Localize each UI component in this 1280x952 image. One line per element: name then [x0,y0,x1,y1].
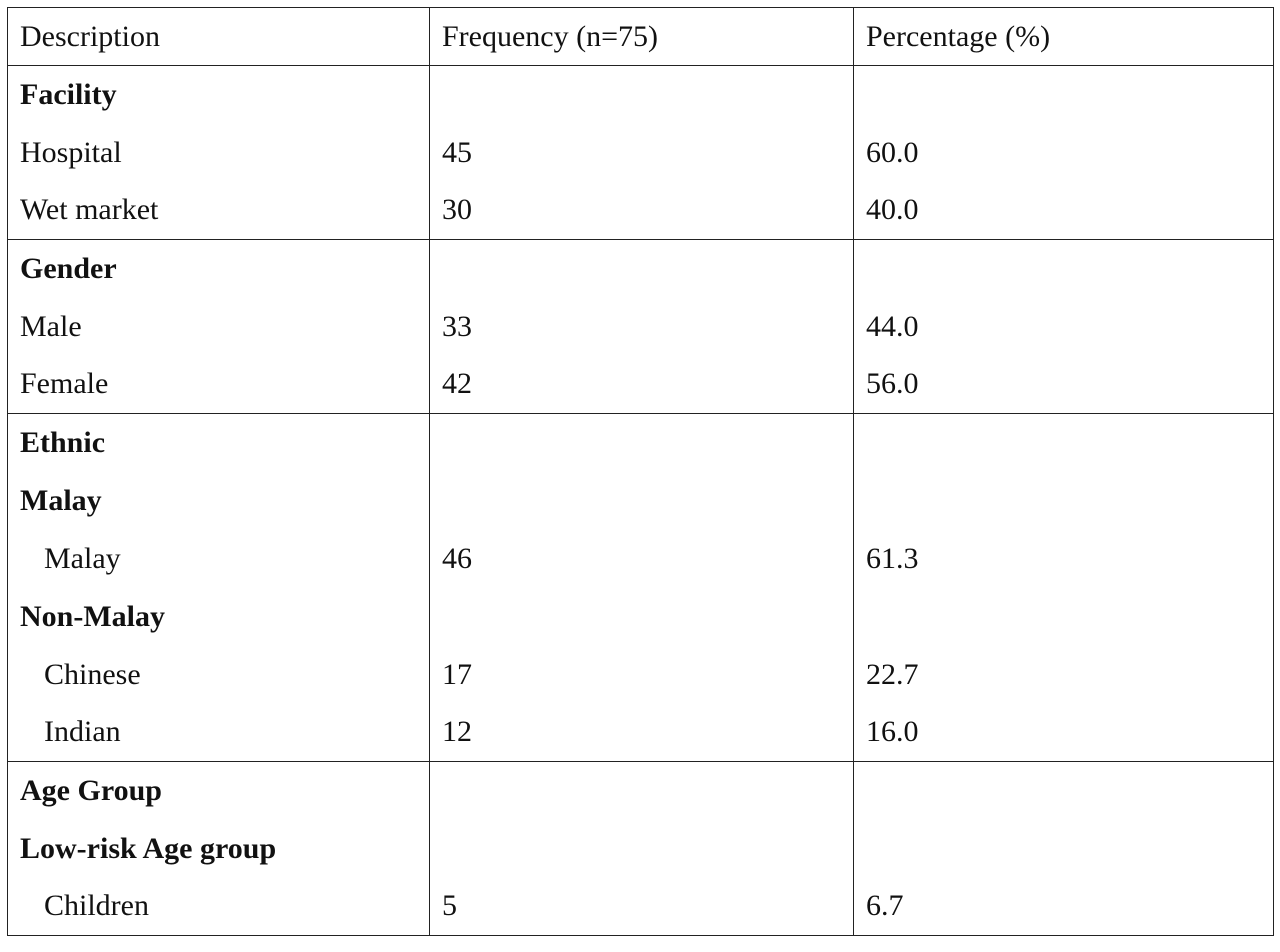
description-cell: Male [7,297,430,356]
frequency-cell: 33 [429,297,854,356]
percentage-cell: 60.0 [853,123,1274,182]
frequency-cell: 30 [429,181,854,240]
table-body: Description Frequency (n=75) Percentage … [7,7,1274,936]
percentage-cell: 61.3 [853,529,1274,588]
frequency-cell [429,819,854,878]
description-cell: Non-Malay [7,587,430,646]
table-row: Female 42 56.0 [7,355,1274,414]
header-description: Description [7,7,430,66]
table-group-row: Ethnic [7,413,1274,472]
frequency-cell [429,471,854,530]
description-cell: Female [7,355,430,414]
percentage-cell [853,65,1274,124]
frequency-cell [429,65,854,124]
table-row: Hospital 45 60.0 [7,123,1274,182]
percentage-cell [853,819,1274,878]
frequency-cell [429,413,854,472]
table-group-row: Malay [7,471,1274,530]
frequency-cell [429,239,854,298]
table-row: Indian 12 16.0 [7,703,1274,762]
table-row: Chinese 17 22.7 [7,645,1274,704]
description-cell: Ethnic [7,413,430,472]
table-group-row: Gender [7,239,1274,298]
percentage-cell [853,587,1274,646]
description-cell: Malay [7,529,430,588]
header-percentage: Percentage (%) [853,7,1274,66]
description-cell: Children [7,877,430,936]
description-cell: Facility [7,65,430,124]
description-cell: Indian [7,703,430,762]
frequency-cell: 12 [429,703,854,762]
table-row: Malay 46 61.3 [7,529,1274,588]
table-group-row: Low-risk Age group [7,819,1274,878]
percentage-cell: 16.0 [853,703,1274,762]
frequency-cell: 17 [429,645,854,704]
table-group-row: Age Group [7,761,1274,820]
percentage-cell: 22.7 [853,645,1274,704]
table-row: Wet market 30 40.0 [7,181,1274,240]
table-row: Male 33 44.0 [7,297,1274,356]
table-group-row: Facility [7,65,1274,124]
table-group-row: Non-Malay [7,587,1274,646]
description-cell: Wet market [7,181,430,240]
description-cell: Age Group [7,761,430,820]
description-cell: Chinese [7,645,430,704]
description-cell: Gender [7,239,430,298]
header-row: Description Frequency (n=75) Percentage … [7,7,1274,66]
percentage-cell [853,761,1274,820]
frequency-cell [429,587,854,646]
percentage-cell [853,471,1274,530]
percentage-cell [853,239,1274,298]
percentage-cell: 44.0 [853,297,1274,356]
frequency-cell: 45 [429,123,854,182]
description-cell: Malay [7,471,430,530]
frequency-cell: 5 [429,877,854,936]
description-cell: Hospital [7,123,430,182]
frequency-cell: 42 [429,355,854,414]
percentage-cell: 6.7 [853,877,1274,936]
demographics-table: Description Frequency (n=75) Percentage … [7,7,1274,936]
table-row: Children 5 6.7 [7,877,1274,936]
frequency-cell [429,761,854,820]
description-cell: Low-risk Age group [7,819,430,878]
percentage-cell: 56.0 [853,355,1274,414]
percentage-cell [853,413,1274,472]
percentage-cell: 40.0 [853,181,1274,240]
frequency-cell: 46 [429,529,854,588]
header-frequency: Frequency (n=75) [429,7,854,66]
